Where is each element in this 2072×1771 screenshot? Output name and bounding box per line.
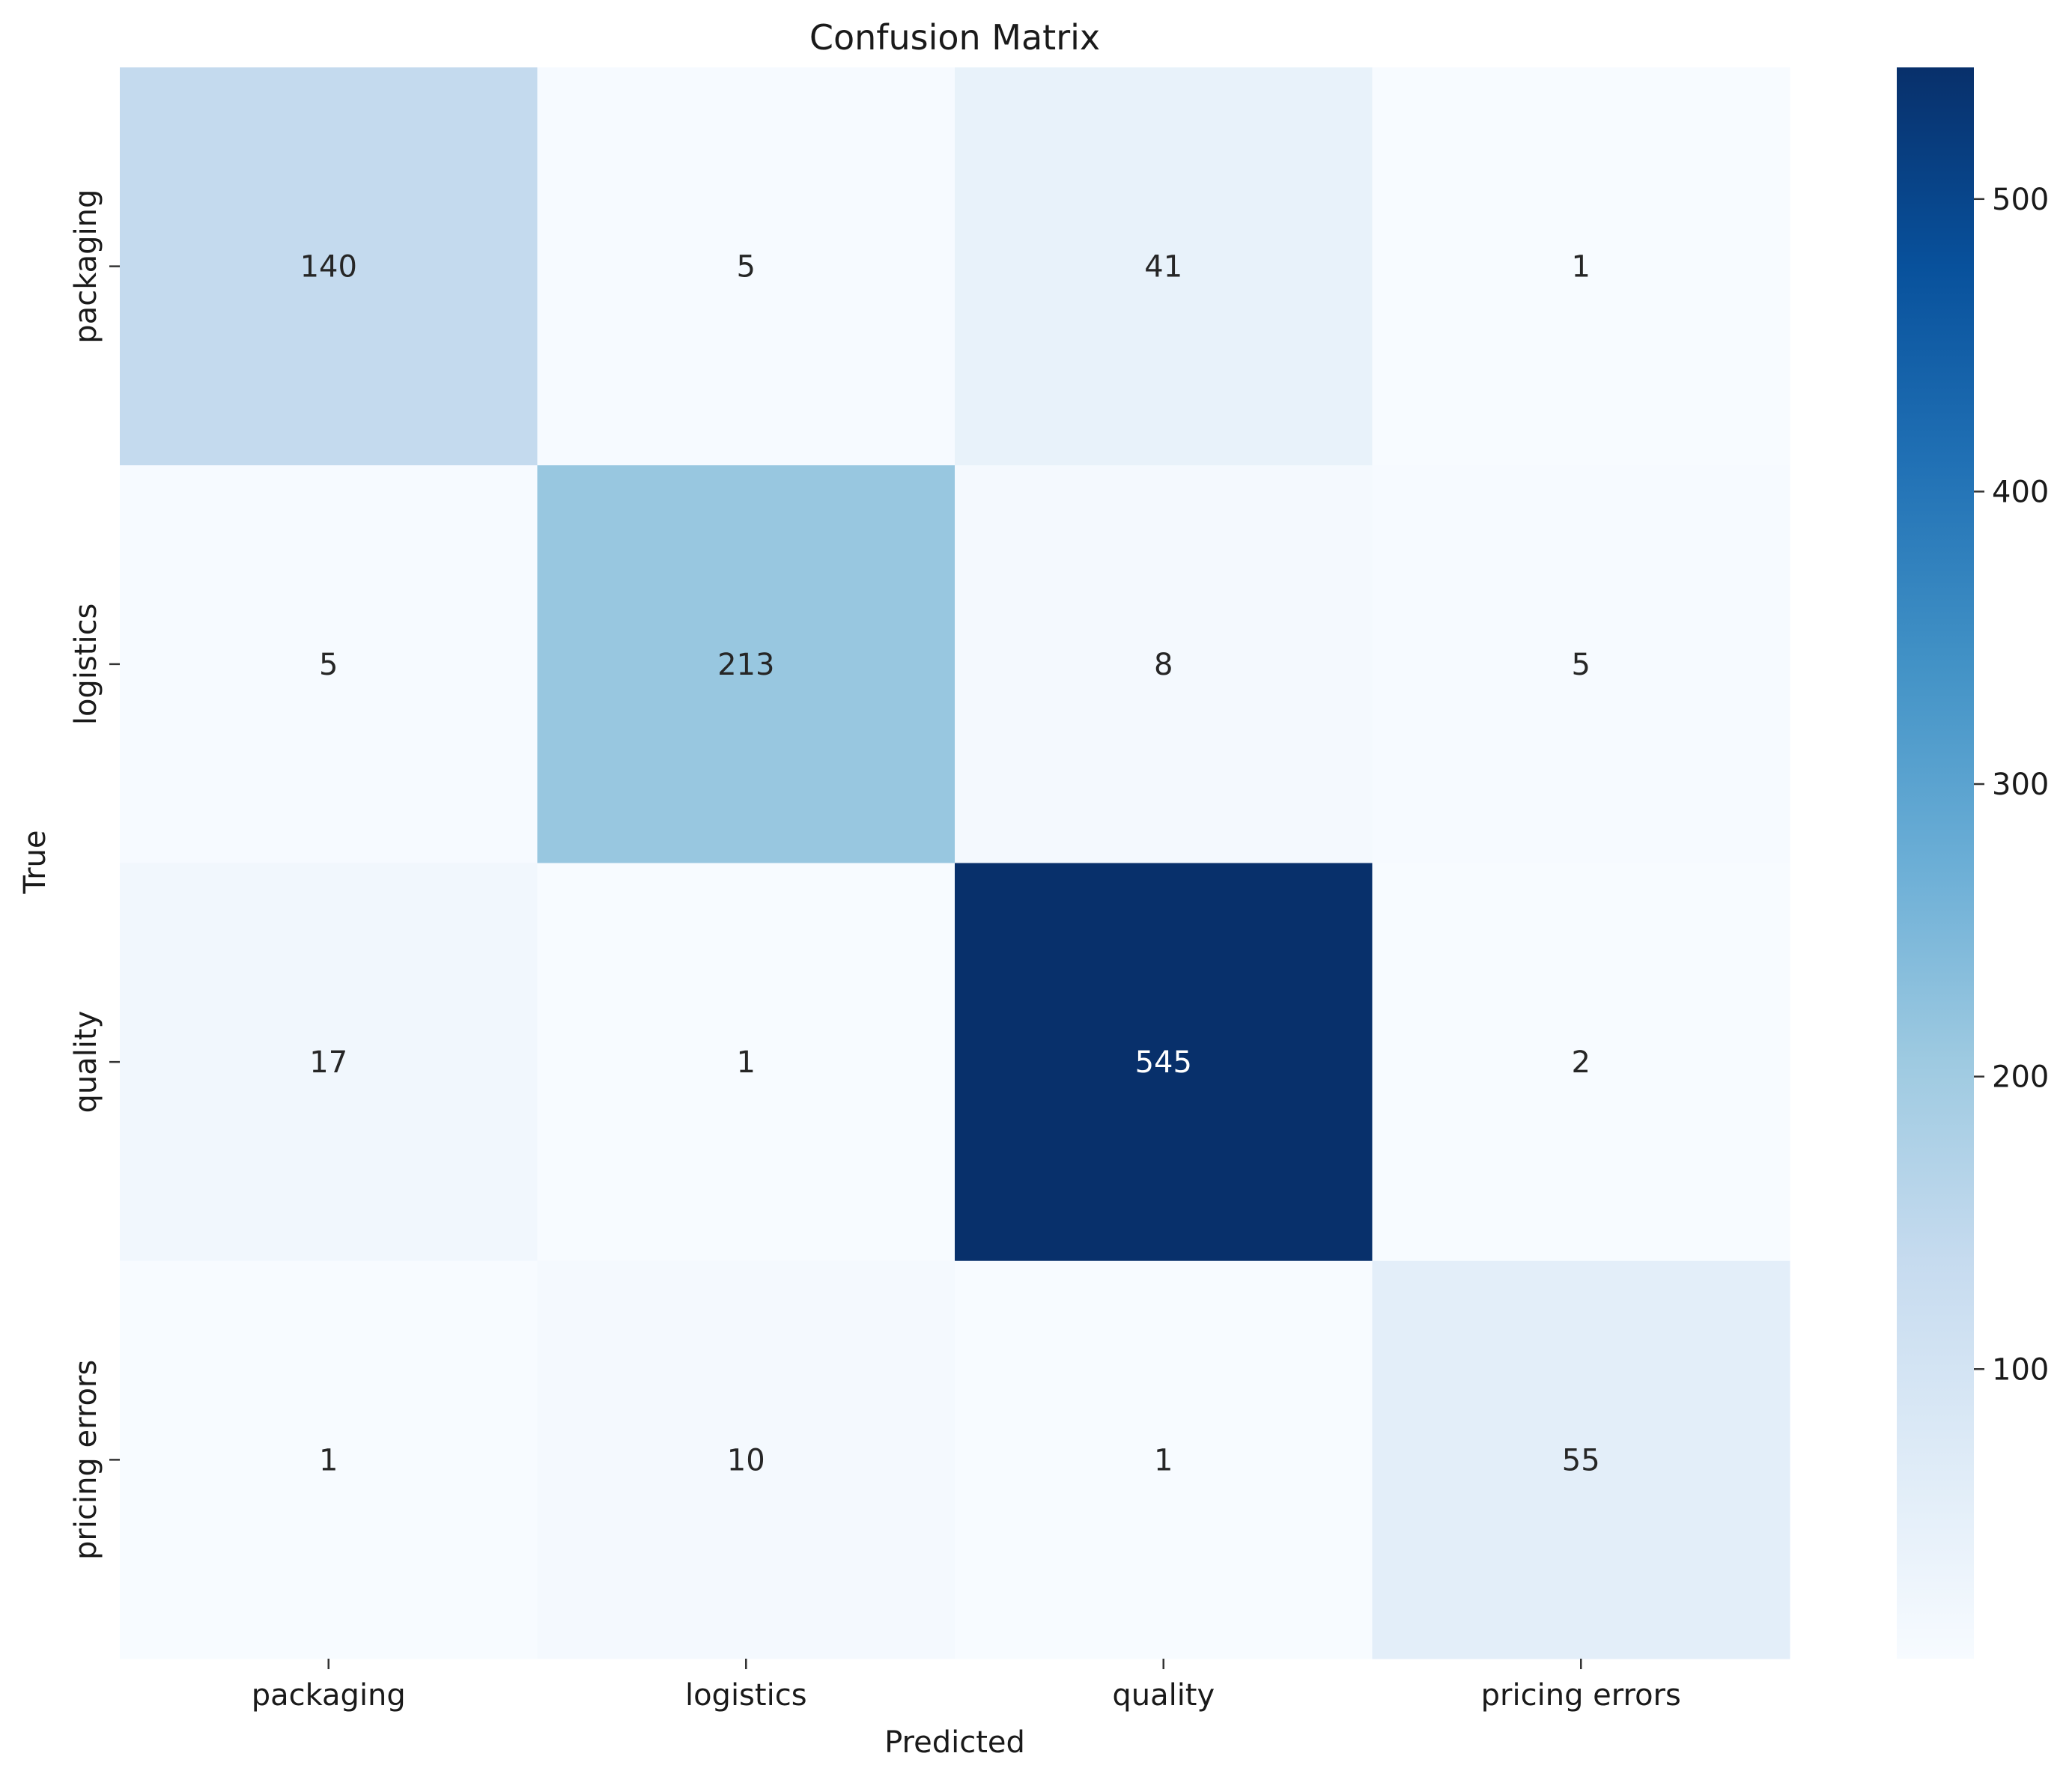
heatmap-cell (1372, 863, 1790, 1262)
heatmap-cell (955, 465, 1373, 863)
cell-value-label: 140 (300, 250, 357, 285)
chart-title: Confusion Matrix (809, 17, 1100, 58)
cell-value-label: 5 (737, 250, 756, 285)
heatmap-cell (120, 1260, 538, 1659)
heatmap-cell (1372, 1260, 1790, 1659)
heatmap-cell (1372, 67, 1790, 466)
cell-value-label: 213 (717, 648, 774, 682)
colorbar-tick-label: 200 (1992, 1060, 2049, 1095)
heatmap-cell (537, 67, 956, 466)
heatmap-cell (537, 465, 956, 863)
y-tick-label: quality (69, 1011, 103, 1114)
heatmap-cell (537, 863, 956, 1262)
heatmap-cell (955, 67, 1373, 466)
heatmap-cell (955, 1260, 1373, 1659)
x-tick-label: packaging (252, 1678, 406, 1713)
y-tick-label: logistics (69, 604, 103, 726)
colorbar-tick-label: 500 (1992, 183, 2049, 217)
colorbar-tick-label: 400 (1992, 475, 2049, 509)
cell-value-label: 1 (1154, 1443, 1173, 1477)
colorbar-tick-label: 300 (1992, 768, 2049, 802)
x-tick-label: logistics (685, 1678, 807, 1713)
y-axis-title: True (18, 830, 52, 895)
y-tick-label: packaging (69, 189, 103, 344)
cell-value-label: 1 (319, 1443, 338, 1477)
y-tick-label: pricing errors (69, 1360, 103, 1560)
cell-value-label: 5 (1572, 648, 1591, 682)
heatmap-cell (955, 863, 1373, 1262)
heatmap-cell (120, 465, 538, 863)
heatmap-cells (120, 67, 1790, 1659)
x-axis-title: Predicted (884, 1725, 1025, 1760)
heatmap-cell (120, 863, 538, 1262)
cell-value-label: 17 (309, 1045, 347, 1080)
x-tick-label: quality (1112, 1678, 1215, 1713)
colorbar-ticks: 100 200 300 400 500 (1974, 183, 2049, 1387)
cell-value-label: 41 (1144, 250, 1182, 285)
x-tick-label: pricing errors (1481, 1678, 1681, 1713)
cell-value-label: 5 (319, 648, 338, 682)
heatmap-cell (120, 67, 538, 466)
heatmap-cell (1372, 465, 1790, 863)
x-axis-ticks: packaging logistics quality pricing errors (252, 1659, 1681, 1713)
colorbar-tick-label: 100 (1992, 1352, 2049, 1387)
y-axis-ticks: packaging logistics quality pricing errors (69, 189, 120, 1560)
cell-value-label: 545 (1135, 1045, 1192, 1080)
colorbar (1897, 67, 1974, 1659)
cell-value-label: 55 (1562, 1443, 1600, 1477)
heatmap-cell-labels: 140 5 41 1 5 213 8 5 17 1 545 2 1 10 1 55 (300, 250, 1600, 1478)
cell-value-label: 1 (737, 1045, 756, 1080)
cell-value-label: 1 (1572, 250, 1591, 285)
cell-value-label: 10 (727, 1443, 765, 1477)
heatmap-cell (537, 1260, 956, 1659)
cell-value-label: 8 (1154, 648, 1173, 682)
cell-value-label: 2 (1572, 1045, 1591, 1080)
